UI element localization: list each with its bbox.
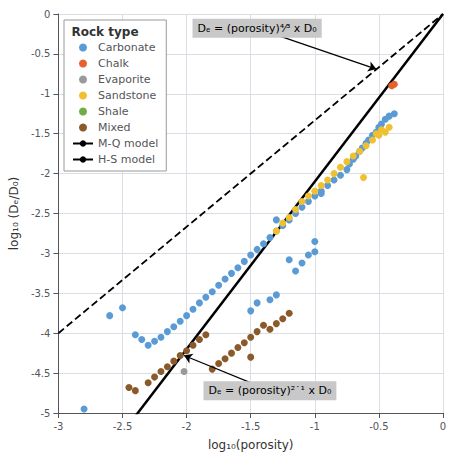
svg-text:0: 0 (44, 9, 50, 20)
svg-text:-1: -1 (310, 421, 320, 432)
svg-text:-3: -3 (53, 421, 63, 432)
svg-text:Dₑ = (porosity)²˙¹ x D₀: Dₑ = (porosity)²˙¹ x D₀ (208, 384, 331, 397)
svg-text:log₁₀(porosity): log₁₀(porosity) (208, 438, 294, 452)
svg-text:-3: -3 (40, 248, 50, 259)
svg-text:Shale: Shale (98, 105, 129, 118)
svg-text:-1.5: -1.5 (31, 128, 51, 139)
svg-text:Sandstone: Sandstone (98, 89, 156, 102)
svg-text:Dₑ = (porosity)⁴⁄³ x D₀: Dₑ = (porosity)⁴⁄³ x D₀ (197, 22, 317, 35)
svg-text:M-Q model: M-Q model (98, 137, 158, 150)
svg-text:Chalk: Chalk (98, 57, 129, 70)
svg-text:-5: -5 (40, 408, 50, 419)
svg-text:-1: -1 (40, 88, 50, 99)
svg-text:-2: -2 (40, 168, 50, 179)
svg-text:-2.5: -2.5 (113, 421, 133, 432)
svg-text:Carbonate: Carbonate (98, 41, 156, 54)
svg-text:Evaporite: Evaporite (98, 73, 151, 86)
svg-text:Mixed: Mixed (98, 121, 130, 134)
svg-text:0: 0 (440, 421, 446, 432)
svg-text:-2.5: -2.5 (31, 208, 51, 219)
svg-text:Rock type: Rock type (72, 25, 139, 39)
svg-text:-0.5: -0.5 (369, 421, 389, 432)
svg-text:log₁₀ (Dₑ/D₀): log₁₀ (Dₑ/D₀) (7, 177, 21, 250)
svg-text:-4: -4 (40, 328, 50, 339)
svg-text:H-S model: H-S model (98, 153, 155, 166)
svg-text:-2: -2 (182, 421, 192, 432)
svg-text:-4.5: -4.5 (31, 368, 51, 379)
svg-text:-0.5: -0.5 (31, 48, 51, 59)
svg-text:-3.5: -3.5 (31, 288, 51, 299)
svg-text:-1.5: -1.5 (241, 421, 261, 432)
